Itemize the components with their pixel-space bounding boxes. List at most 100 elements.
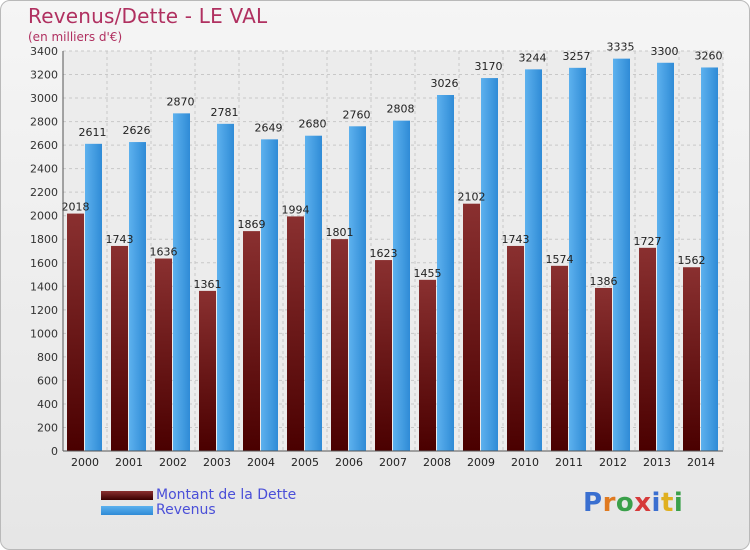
- bar-revenus: [173, 113, 190, 452]
- y-tick-label: 2000: [30, 210, 58, 223]
- y-tick-label: 2400: [30, 163, 58, 176]
- x-tick-label: 2000: [71, 456, 99, 469]
- data-label-dette: 1623: [370, 247, 398, 260]
- bar-revenus: [129, 142, 146, 451]
- bar-dette: [683, 267, 700, 451]
- data-label-revenus: 3026: [431, 77, 459, 90]
- bar-dette: [419, 279, 436, 451]
- bar-revenus: [85, 143, 102, 451]
- legend-swatch-debt: [101, 491, 153, 500]
- x-tick-label: 2009: [467, 456, 495, 469]
- legend-label-debt: Montant de la Dette: [156, 487, 297, 503]
- bar-dette: [551, 265, 568, 451]
- data-label-dette: 1574: [546, 253, 574, 266]
- y-tick-label: 0: [51, 445, 58, 458]
- x-tick-label: 2013: [643, 456, 671, 469]
- data-label-revenus: 3260: [695, 49, 723, 62]
- x-tick-label: 2010: [511, 456, 539, 469]
- y-tick-label: 1000: [30, 327, 58, 340]
- bar-revenus: [657, 62, 674, 451]
- data-label-revenus: 2781: [211, 106, 239, 119]
- x-tick-label: 2011: [555, 456, 583, 469]
- x-tick-label: 2012: [599, 456, 627, 469]
- bar-revenus: [613, 58, 630, 451]
- bar-dette: [463, 203, 480, 451]
- data-label-dette: 1743: [502, 233, 530, 246]
- y-tick-label: 600: [37, 374, 58, 387]
- data-label-dette: 1455: [414, 267, 442, 280]
- data-label-dette: 1743: [106, 233, 134, 246]
- data-label-dette: 1994: [282, 203, 310, 216]
- x-tick-label: 2002: [159, 456, 187, 469]
- x-tick-label: 2006: [335, 456, 363, 469]
- bar-revenus: [701, 67, 718, 452]
- chart-subtitle: (en milliers d'€): [28, 30, 123, 44]
- bar-dette: [595, 287, 612, 451]
- y-tick-label: 800: [37, 351, 58, 364]
- data-label-revenus: 2760: [343, 108, 371, 121]
- x-tick-label: 2008: [423, 456, 451, 469]
- bar-revenus: [393, 120, 410, 451]
- logo-letter: i: [651, 488, 661, 518]
- x-tick-label: 2004: [247, 456, 275, 469]
- bar-revenus: [481, 78, 498, 451]
- data-label-dette: 1727: [634, 235, 662, 248]
- data-label-revenus: 2649: [255, 121, 283, 134]
- data-label-revenus: 2611: [79, 126, 107, 139]
- x-tick-label: 2007: [379, 456, 407, 469]
- x-tick-label: 2001: [115, 456, 143, 469]
- bar-dette: [287, 216, 304, 451]
- legend-swatch-revenus: [101, 506, 153, 515]
- y-tick-label: 200: [37, 421, 58, 434]
- data-label-revenus: 3257: [563, 50, 591, 63]
- bar-dette: [111, 245, 128, 451]
- y-tick-label: 3000: [30, 92, 58, 105]
- bar-dette: [331, 239, 348, 451]
- y-tick-label: 3400: [30, 45, 58, 58]
- bar-dette: [639, 247, 656, 451]
- x-tick-label: 2014: [687, 456, 715, 469]
- y-tick-label: 1200: [30, 304, 58, 317]
- bar-revenus: [217, 123, 234, 451]
- logo-letter: r: [602, 488, 616, 518]
- data-label-revenus: 2626: [123, 124, 151, 137]
- y-tick-label: 1800: [30, 233, 58, 246]
- bar-dette: [507, 245, 524, 451]
- bar-revenus: [437, 95, 454, 451]
- data-label-revenus: 2870: [167, 95, 195, 108]
- data-label-revenus: 2680: [299, 118, 327, 131]
- logo-letter: i: [673, 488, 684, 518]
- logo-letter: x: [634, 488, 652, 518]
- bar-revenus: [261, 139, 278, 451]
- chart-title: Revenus/Dette - LE VAL: [28, 4, 268, 28]
- bar-revenus: [349, 126, 366, 451]
- data-label-dette: 1386: [590, 275, 618, 288]
- y-tick-label: 400: [37, 398, 58, 411]
- y-tick-label: 2800: [30, 116, 58, 129]
- legend-label-revenus: Revenus: [156, 502, 216, 518]
- data-label-dette: 1636: [150, 246, 178, 259]
- y-tick-label: 1600: [30, 257, 58, 270]
- bar-revenus: [569, 67, 586, 451]
- data-label-revenus: 3244: [519, 51, 547, 64]
- logo-letter: t: [660, 488, 674, 518]
- logo-letter: P: [583, 488, 603, 518]
- bar-revenus: [525, 69, 542, 452]
- bar-revenus: [305, 135, 322, 452]
- data-label-dette: 1361: [194, 278, 222, 291]
- bar-dette: [243, 231, 260, 451]
- data-label-dette: 2018: [62, 201, 90, 214]
- y-tick-label: 3200: [30, 69, 58, 82]
- x-tick-label: 2003: [203, 456, 231, 469]
- data-label-revenus: 3335: [607, 41, 635, 54]
- y-tick-label: 1400: [30, 280, 58, 293]
- data-label-dette: 1801: [326, 226, 354, 239]
- data-label-dette: 1562: [678, 254, 706, 267]
- y-tick-label: 2200: [30, 186, 58, 199]
- proxiti-logo: Proxiti: [583, 488, 683, 518]
- bar-dette: [199, 290, 216, 451]
- bar-dette: [67, 213, 84, 451]
- x-tick-label: 2005: [291, 456, 319, 469]
